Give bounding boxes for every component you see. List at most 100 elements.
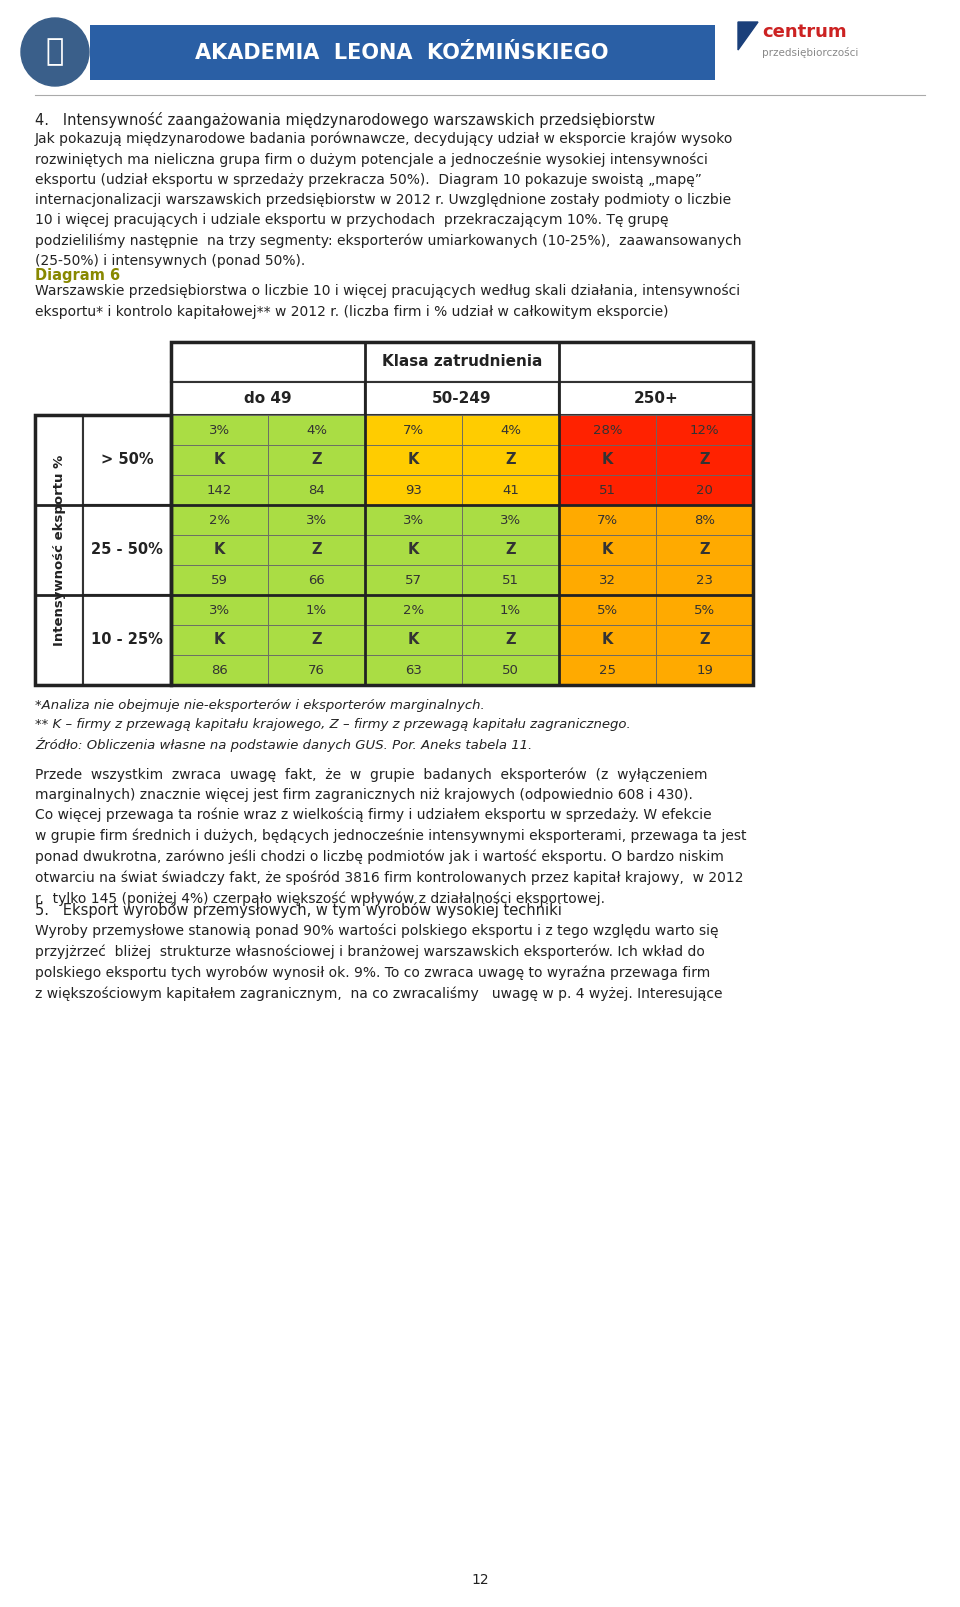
Text: 25 - 50%: 25 - 50%: [91, 543, 163, 558]
Bar: [171, 382, 365, 415]
Text: 76: 76: [308, 664, 324, 677]
Bar: [171, 342, 753, 685]
Bar: [462, 476, 559, 505]
Bar: [656, 535, 753, 566]
Text: K: K: [408, 633, 420, 648]
Text: 41: 41: [502, 484, 519, 497]
Text: *Analiza nie obejmuje nie-eksporterów i eksporterów marginalnych.: *Analiza nie obejmuje nie-eksporterów i …: [35, 699, 485, 712]
Bar: [171, 342, 753, 382]
Text: 20: 20: [696, 484, 713, 497]
Text: 23: 23: [696, 574, 713, 587]
Text: K: K: [214, 543, 226, 558]
Bar: [365, 566, 462, 595]
Text: 51: 51: [599, 484, 616, 497]
Bar: [559, 535, 656, 566]
Bar: [559, 595, 656, 625]
Bar: [171, 415, 268, 445]
Bar: [365, 445, 462, 476]
Bar: [559, 382, 753, 415]
Text: Z: Z: [311, 543, 322, 558]
Text: 66: 66: [308, 574, 324, 587]
Text: Z: Z: [699, 633, 709, 648]
Bar: [559, 656, 656, 685]
Text: przedsiębiorczości: przedsiębiorczości: [762, 47, 858, 58]
Bar: [83, 595, 171, 685]
Text: 3%: 3%: [209, 424, 230, 437]
Bar: [171, 566, 268, 595]
Bar: [365, 595, 462, 625]
Bar: [171, 656, 268, 685]
Text: K: K: [602, 543, 613, 558]
Bar: [83, 415, 171, 505]
Bar: [365, 625, 462, 656]
Text: Wyroby przemysłowe stanowią ponad 90% wartości polskiego eksportu i z tego wzglę: Wyroby przemysłowe stanowią ponad 90% wa…: [35, 924, 723, 1001]
Bar: [268, 505, 365, 535]
Bar: [268, 656, 365, 685]
Text: 12%: 12%: [689, 424, 719, 437]
Text: 3%: 3%: [209, 604, 230, 617]
Text: Z: Z: [505, 453, 516, 468]
Bar: [559, 566, 656, 595]
Bar: [268, 625, 365, 656]
Bar: [656, 415, 753, 445]
Bar: [83, 505, 171, 595]
Bar: [656, 625, 753, 656]
Text: 32: 32: [599, 574, 616, 587]
Text: 5%: 5%: [694, 604, 715, 617]
Bar: [365, 535, 462, 566]
Text: K: K: [214, 633, 226, 648]
Circle shape: [21, 18, 89, 87]
Text: 4%: 4%: [500, 424, 521, 437]
Text: K: K: [214, 453, 226, 468]
Bar: [365, 656, 462, 685]
Text: Przede  wszystkim  zwraca  uwagę  fakt,  że  w  grupie  badanych  eksporterów  (: Przede wszystkim zwraca uwagę fakt, że w…: [35, 767, 747, 906]
Bar: [171, 476, 268, 505]
Bar: [656, 445, 753, 476]
Bar: [462, 415, 559, 445]
Bar: [365, 415, 462, 445]
Bar: [365, 505, 462, 535]
Bar: [171, 445, 268, 476]
Text: 1%: 1%: [306, 604, 327, 617]
Text: 2%: 2%: [403, 604, 424, 617]
Text: do 49: do 49: [244, 391, 292, 407]
Bar: [656, 566, 753, 595]
Text: Z: Z: [311, 453, 322, 468]
Bar: [462, 445, 559, 476]
Bar: [462, 566, 559, 595]
Bar: [462, 535, 559, 566]
Bar: [171, 535, 268, 566]
Text: AKADEMIA  LEONA  KOŹMIŃSKIEGO: AKADEMIA LEONA KOŹMIŃSKIEGO: [195, 43, 609, 63]
Text: Z: Z: [505, 543, 516, 558]
Text: 63: 63: [405, 664, 422, 677]
Text: centrum: centrum: [762, 22, 847, 42]
Text: 51: 51: [502, 574, 519, 587]
Bar: [90, 26, 715, 80]
Bar: [462, 505, 559, 535]
Text: 25: 25: [599, 664, 616, 677]
Text: 59: 59: [211, 574, 228, 587]
Text: 250+: 250+: [634, 391, 679, 407]
Bar: [656, 595, 753, 625]
Bar: [268, 566, 365, 595]
Bar: [656, 656, 753, 685]
Text: 10 - 25%: 10 - 25%: [91, 633, 163, 648]
Text: K: K: [602, 633, 613, 648]
Text: 50: 50: [502, 664, 519, 677]
Text: 4%: 4%: [306, 424, 327, 437]
Text: K: K: [408, 453, 420, 468]
Bar: [171, 595, 268, 625]
Bar: [268, 445, 365, 476]
Text: 84: 84: [308, 484, 324, 497]
Text: Źródło: Obliczenia własne na podstawie danych GUS. Por. Aneks tabela 11.: Źródło: Obliczenia własne na podstawie d…: [35, 738, 532, 752]
Text: ** K – firmy z przewagą kapitału krajowego, Z – firmy z przewagą kapitału zagran: ** K – firmy z przewagą kapitału krajowe…: [35, 718, 631, 731]
Bar: [559, 476, 656, 505]
Text: Warszawskie przedsiębiorstwa o liczbie 10 i więcej pracujących według skali dzia: Warszawskie przedsiębiorstwa o liczbie 1…: [35, 284, 740, 318]
Text: Z: Z: [699, 453, 709, 468]
Text: 19: 19: [696, 664, 713, 677]
Text: 3%: 3%: [306, 514, 327, 527]
Text: 4.   Intensywność zaangażowania międzynarodowego warszawskich przedsiębiorstw: 4. Intensywność zaangażowania międzynaro…: [35, 112, 656, 129]
Text: 57: 57: [405, 574, 422, 587]
Bar: [35, 415, 171, 685]
Text: 3%: 3%: [403, 514, 424, 527]
